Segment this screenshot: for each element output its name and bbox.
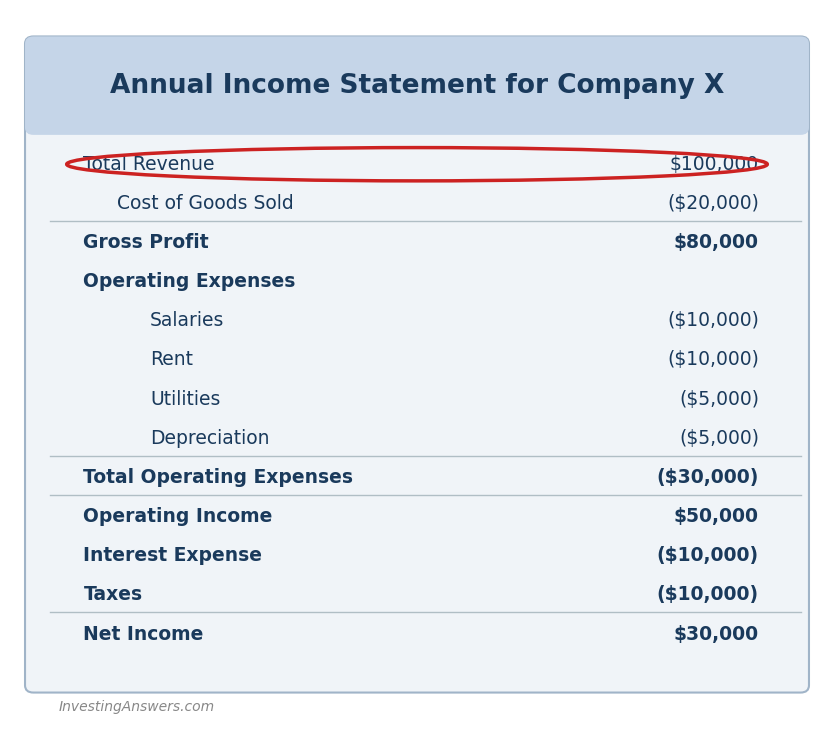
Text: InvestingAnswers.com: InvestingAnswers.com bbox=[58, 700, 214, 714]
Text: ($10,000): ($10,000) bbox=[657, 585, 759, 604]
Text: Cost of Goods Sold: Cost of Goods Sold bbox=[117, 194, 294, 213]
Text: $100,000: $100,000 bbox=[670, 155, 759, 174]
FancyBboxPatch shape bbox=[25, 36, 809, 135]
Text: ($20,000): ($20,000) bbox=[667, 194, 759, 213]
Text: Taxes: Taxes bbox=[83, 585, 143, 604]
Text: Gross Profit: Gross Profit bbox=[83, 233, 209, 252]
Text: Operating Income: Operating Income bbox=[83, 507, 273, 526]
Text: Net Income: Net Income bbox=[83, 625, 203, 644]
Text: $80,000: $80,000 bbox=[674, 233, 759, 252]
Text: Operating Expenses: Operating Expenses bbox=[83, 272, 296, 291]
Text: $30,000: $30,000 bbox=[674, 625, 759, 644]
Text: Utilities: Utilities bbox=[150, 389, 220, 409]
FancyBboxPatch shape bbox=[25, 36, 809, 693]
Text: ($10,000): ($10,000) bbox=[667, 311, 759, 330]
Text: ($10,000): ($10,000) bbox=[667, 351, 759, 370]
Text: Total Revenue: Total Revenue bbox=[83, 155, 215, 174]
Text: ($30,000): ($30,000) bbox=[656, 468, 759, 487]
Text: Interest Expense: Interest Expense bbox=[83, 546, 263, 565]
Text: Total Operating Expenses: Total Operating Expenses bbox=[83, 468, 354, 487]
Text: Salaries: Salaries bbox=[150, 311, 224, 330]
Text: ($10,000): ($10,000) bbox=[657, 546, 759, 565]
Text: ($5,000): ($5,000) bbox=[679, 429, 759, 448]
Text: Rent: Rent bbox=[150, 351, 193, 370]
Text: $50,000: $50,000 bbox=[674, 507, 759, 526]
Text: ($5,000): ($5,000) bbox=[679, 389, 759, 409]
Text: Annual Income Statement for Company X: Annual Income Statement for Company X bbox=[110, 73, 724, 98]
Text: Depreciation: Depreciation bbox=[150, 429, 269, 448]
